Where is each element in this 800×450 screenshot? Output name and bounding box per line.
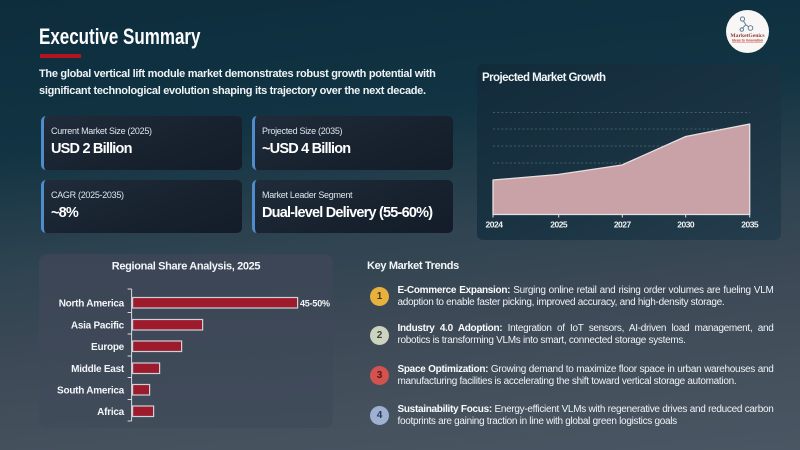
svg-text:2025: 2025 bbox=[550, 220, 568, 230]
svg-text:Africa: Africa bbox=[97, 407, 125, 418]
svg-text:Asia Pacific: Asia Pacific bbox=[71, 321, 125, 332]
svg-text:2030: 2030 bbox=[677, 220, 695, 230]
svg-text:45-50%: 45-50% bbox=[300, 299, 330, 309]
svg-text:2027: 2027 bbox=[614, 220, 632, 230]
svg-text:South America: South America bbox=[57, 386, 125, 397]
svg-text:2035: 2035 bbox=[741, 220, 759, 230]
svg-text:Ideas to Innovation: Ideas to Innovation bbox=[732, 39, 763, 43]
svg-text:North America: North America bbox=[59, 299, 125, 310]
svg-text:2024: 2024 bbox=[486, 220, 504, 230]
svg-text:Middle East: Middle East bbox=[71, 364, 125, 375]
svg-text:Europe: Europe bbox=[91, 342, 125, 353]
svg-text:MarketGenics: MarketGenics bbox=[730, 33, 765, 39]
svg-text:Regional Share Analysis, 2025: Regional Share Analysis, 2025 bbox=[112, 261, 261, 273]
